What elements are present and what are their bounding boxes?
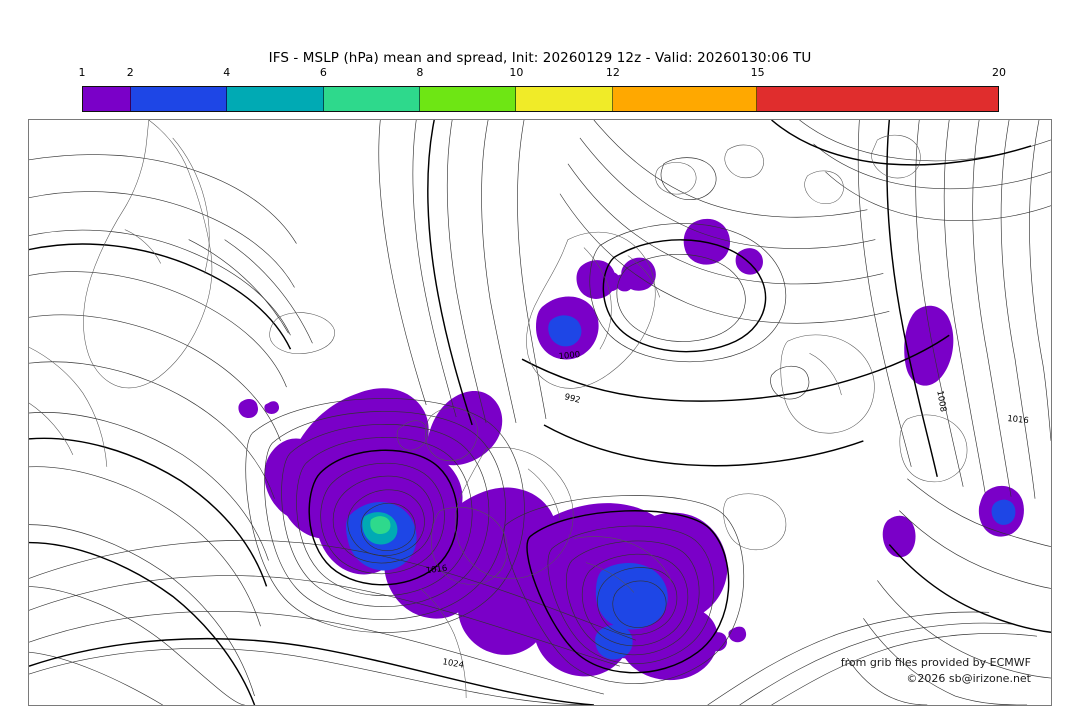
- colorbar-gradient: [82, 86, 999, 112]
- spread-region-1hpa-speck-f: [238, 399, 258, 418]
- colorbar-segment-2-4: [131, 87, 228, 111]
- colorbar-segment-15-20: [757, 87, 998, 111]
- spread-region-2hpa-speck-j: [991, 499, 1016, 525]
- colorbar-tick-labels: 1 2 4 6 8 10 12 15 20: [78, 66, 1007, 84]
- colorbar-segment-8-10: [420, 87, 517, 111]
- colorbar-tick-20: 20: [992, 66, 1006, 79]
- coastline-layer: [29, 120, 968, 699]
- contour-label-1016-b: 1016: [1007, 413, 1030, 425]
- spread-shading-layer: [238, 218, 1024, 681]
- colorbar-tick-10: 10: [509, 66, 524, 79]
- spread-region-1hpa-speck-d: [735, 248, 763, 275]
- colorbar-tick-2: 2: [126, 66, 134, 79]
- spread-region-1hpa-speck-e: [615, 274, 634, 292]
- contour-label-1000: 1000: [558, 349, 581, 361]
- isobar-bold-layer: [29, 120, 1051, 705]
- colorbar-segment-12-15: [612, 87, 758, 111]
- contour-label-1016-a: 1016: [425, 563, 448, 576]
- colorbar-tick-1: 1: [78, 66, 86, 79]
- contour-label-1024: 1024: [442, 656, 465, 670]
- map-contour-plot: 1000 992 1008 1016 1016 1024: [29, 120, 1051, 705]
- spread-region-2hpa-scandinavia: [548, 315, 582, 347]
- map-canvas[interactable]: 1000 992 1008 1016 1016 1024 from grib f…: [28, 119, 1052, 706]
- contour-label-layer: 1000 992 1008 1016 1016 1024: [425, 349, 1029, 670]
- spread-region-2hpa-east: [595, 562, 668, 630]
- colorbar-tick-6: 6: [319, 66, 327, 79]
- spread-region-1hpa-speck-g: [264, 401, 280, 414]
- colorbar-tick-15: 15: [750, 66, 765, 79]
- colorbar-segment-4-6: [227, 87, 324, 111]
- colorbar-segment-1-2: [83, 87, 132, 111]
- colorbar-tick-12: 12: [605, 66, 620, 79]
- contour-label-1008: 1008: [935, 390, 949, 413]
- spread-region-1hpa-speck-h: [728, 626, 747, 643]
- contour-label-992: 992: [563, 391, 581, 405]
- colorbar: 1 2 4 6 8 10 12 15 20: [79, 66, 1006, 112]
- colorbar-tick-4: 4: [223, 66, 231, 79]
- spread-region-6hpa-west: [370, 516, 391, 535]
- page-title: IFS - MSLP (hPa) mean and spread, Init: …: [268, 50, 812, 66]
- colorbar-tick-8: 8: [416, 66, 424, 79]
- spread-region-1hpa-east-russia: [904, 305, 954, 386]
- colorbar-segment-6-8: [323, 87, 421, 111]
- colorbar-segment-10-12: [516, 87, 613, 111]
- spread-region-1hpa-speck-i: [882, 515, 916, 558]
